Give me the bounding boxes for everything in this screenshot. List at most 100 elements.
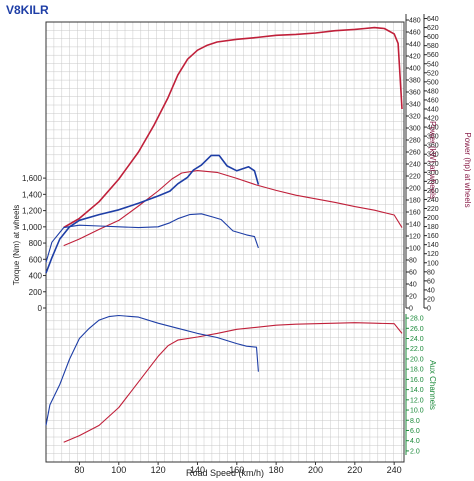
torque-axis-label: Torque (Nm) at wheels	[12, 205, 21, 285]
power-kw-tick-label: 100	[409, 246, 421, 253]
power-hp-tick-label: 120	[427, 251, 439, 258]
power-hp-tick-label: 0	[427, 306, 431, 313]
power-hp-tick-label: 360	[427, 143, 439, 150]
power-kw-tick-label: 80	[409, 258, 417, 265]
x-axis-label: Road Speed (km/h)	[186, 468, 264, 478]
aux-tick-label: 4.0	[410, 438, 420, 445]
x-tick-label: 80	[74, 465, 84, 475]
power-kw-tick-label: 20	[409, 294, 417, 301]
torque-tick-label: 0	[38, 304, 43, 313]
aux-tick-label: 12.0	[410, 397, 424, 404]
plot-frame	[45, 21, 405, 463]
power-hp-tick-label: 140	[427, 242, 439, 249]
axes: 80 100 120 140 160 180 200 220 24002004006008001…	[22, 14, 439, 475]
power-kw-tick-label: 300	[409, 126, 421, 133]
aux-axis-label: Aux Channels	[428, 360, 437, 410]
aux-tick-label: 26.0	[410, 326, 424, 333]
torque-blue-line-2	[45, 154, 260, 274]
power-hp-tick-label: 300	[427, 170, 439, 177]
power-hp-tick-label: 500	[427, 79, 439, 86]
power-hp-tick-label: 180	[427, 224, 439, 231]
aux-tick-label: 2.0	[410, 448, 420, 455]
power-kw-tick-label: 380	[409, 78, 421, 85]
power-kw-tick-label: 340	[409, 102, 421, 109]
power-hp-tick-label: 640	[427, 16, 439, 23]
x-tick-label: 220	[347, 465, 362, 475]
power-hp-tick-label: 460	[427, 97, 439, 104]
aux-tick-label: 8.0	[410, 418, 420, 425]
torque-tick-label: 400	[29, 272, 43, 281]
torque-tick-label: 1,200	[22, 207, 43, 216]
power-hp-tick-label: 280	[427, 179, 439, 186]
power-hp-tick-label: 480	[427, 88, 439, 95]
torque-tick-label: 600	[29, 255, 43, 264]
power-kw-tick-label: 0	[409, 306, 413, 313]
power-hp-tick-label: 220	[427, 206, 439, 213]
power-kw-tick-label: 160	[409, 210, 421, 217]
power-hp-tick-label: 620	[427, 25, 439, 32]
power-hp-tick-label: 540	[427, 61, 439, 68]
power_kw-red-line-1	[63, 170, 403, 247]
power-kw-tick-label: 420	[409, 54, 421, 61]
power-hp-tick-label: 60	[427, 278, 435, 285]
power-hp-tick-label: 240	[427, 197, 439, 204]
power-kw-tick-label: 360	[409, 90, 421, 97]
power-hp-tick-label: 200	[427, 215, 439, 222]
power-kw-tick-label: 40	[409, 282, 417, 289]
aux-tick-label: 18.0	[410, 367, 424, 374]
x-tick-label: 140	[190, 465, 205, 475]
power-kw-tick-label: 60	[409, 270, 417, 277]
power-kw-tick-label: 260	[409, 150, 421, 157]
power-hp-tick-label: 40	[427, 287, 435, 294]
power-hp-tick-label: 80	[427, 269, 435, 276]
power-hp-tick-label: 400	[427, 125, 439, 132]
power-hp-tick-label: 320	[427, 161, 439, 168]
power-kw-tick-label: 180	[409, 198, 421, 205]
power-hp-tick-label: 260	[427, 188, 439, 195]
aux-tick-label: 16.0	[410, 377, 424, 384]
power-kw-tick-label: 320	[409, 114, 421, 121]
power-hp-tick-label: 20	[427, 296, 435, 303]
torque-tick-label: 200	[29, 288, 43, 297]
x-tick-label: 160	[229, 465, 244, 475]
x-tick-label: 200	[308, 465, 323, 475]
chart-title: V8KILR	[6, 3, 49, 17]
x-tick-label: 120	[151, 465, 166, 475]
axis-labels: Road Speed (km/h) Torque (Nm) at wheels …	[12, 121, 472, 478]
power-hp-tick-label: 440	[427, 106, 439, 113]
aux-tick-label: 10.0	[410, 408, 424, 415]
power-kw-tick-label: 460	[409, 30, 421, 37]
power-hp-tick-label: 160	[427, 233, 439, 240]
power-kw-tick-label: 220	[409, 174, 421, 181]
power_hp-red-line-0	[63, 26, 403, 229]
power-kw-tick-label: 440	[409, 42, 421, 49]
x-tick-label: 100	[111, 465, 126, 475]
power-hp-tick-label: 580	[427, 43, 439, 50]
x-tick-label: 180	[269, 465, 284, 475]
power-kw-axis-label: Power (kW) at wheels	[428, 121, 437, 199]
torque-tick-label: 1,400	[22, 190, 43, 199]
aux-tick-label: 6.0	[410, 428, 420, 435]
power-hp-tick-label: 340	[427, 152, 439, 159]
grid	[45, 21, 404, 463]
torque-tick-label: 1,600	[22, 174, 43, 183]
aux-blue-line-5	[45, 314, 259, 426]
power-kw-tick-label: 120	[409, 234, 421, 241]
aux-red-line-4	[63, 322, 403, 443]
power-kw-tick-label: 280	[409, 138, 421, 145]
x-tick-label: 240	[387, 465, 402, 475]
power-hp-tick-label: 560	[427, 52, 439, 59]
power-hp-tick-label: 520	[427, 70, 439, 77]
torque-blue-line-3	[45, 213, 259, 263]
torque-tick-label: 1,000	[22, 223, 43, 232]
power-hp-tick-label: 100	[427, 260, 439, 267]
power-hp-axis-label: Power (hp) at wheels	[463, 132, 472, 207]
power-kw-tick-label: 240	[409, 162, 421, 169]
aux-tick-label: 14.0	[410, 387, 424, 394]
aux-tick-label: 24.0	[410, 336, 424, 343]
power-kw-tick-label: 200	[409, 186, 421, 193]
torque-tick-label: 800	[29, 239, 43, 248]
power-hp-tick-label: 600	[427, 34, 439, 41]
series-layer	[45, 26, 403, 443]
